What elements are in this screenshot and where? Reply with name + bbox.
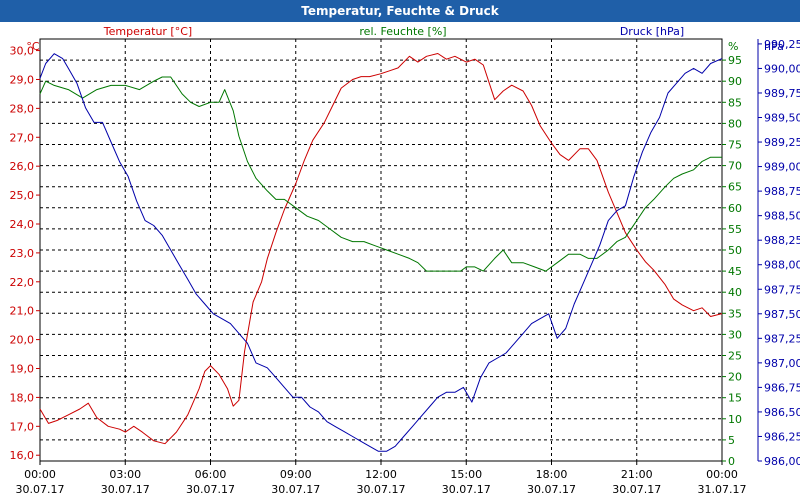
pressure-tick-label: 986,50 [764,406,800,419]
x-tick-label-date: 30.07.17 [16,483,65,496]
x-tick-label-date: 30.07.17 [612,483,661,496]
temperature-line [39,53,723,445]
x-tick-label-date: 30.07.17 [271,483,320,496]
pressure-tick-label: 987,50 [764,308,800,321]
pressure-tick-label: 989,75 [764,87,800,100]
x-tick-label-date: 31.07.17 [698,483,747,496]
humidity-tick-label: 75 [728,139,742,152]
x-tick-label-time: 18:00 [536,468,568,481]
grid [39,38,723,462]
pressure-tick-label: 987,75 [764,283,800,296]
x-tick-label-time: 00:00 [706,468,738,481]
humidity-tick-label: 60 [728,202,742,215]
x-tick-label-time: 03:00 [109,468,141,481]
chart-title: Temperatur, Feuchte & Druck [0,0,800,22]
humidity-tick-label: 15 [728,392,742,405]
x-tick-label-time: 06:00 [195,468,227,481]
humidity-tick-label: 40 [728,286,742,299]
temp-tick-label: 16,0 [10,449,35,462]
pressure-tick-label: 986,75 [764,381,800,394]
humidity-tick-label: 25 [728,350,742,363]
humidity-tick-label: 55 [728,223,742,236]
temp-tick-label: 20,0 [10,334,35,347]
humidity-line [39,76,722,272]
temp-unit: °C [26,40,40,53]
temp-tick-label: 29,0 [10,73,35,86]
temp-tick-label: 22,0 [10,276,35,289]
temp-tick-label: 18,0 [10,391,35,404]
temp-tick-label: 23,0 [10,247,35,260]
pressure-unit: hPa [764,40,784,53]
pressure-tick-label: 988,25 [764,234,800,247]
pressure-tick-label: 987,25 [764,332,800,345]
humidity-tick-label: 0 [728,455,735,468]
humidity-tick-label: 85 [728,96,742,109]
humidity-tick-label: 80 [728,117,742,130]
temp-axis-label: Temperatur [°C] [103,25,192,38]
temp-tick-label: 27,0 [10,131,35,144]
pressure-tick-label: 990,00 [764,62,800,75]
x-tick-label-time: 21:00 [621,468,653,481]
humidity-axis-label: rel. Feuchte [%] [359,25,446,38]
x-tick-label-date: 30.07.17 [101,483,150,496]
x-tick-label-time: 00:00 [24,468,56,481]
humidity-tick-label: 45 [728,265,742,278]
x-tick-label-time: 12:00 [365,468,397,481]
pressure-axis-label: Druck [hPa] [620,25,684,38]
temp-tick-label: 19,0 [10,363,35,376]
humidity-unit: % [728,40,738,53]
pressure-tick-label: 988,00 [764,259,800,272]
temp-tick-label: 17,0 [10,420,35,433]
pressure-tick-label: 986,00 [764,455,800,468]
humidity-tick-label: 50 [728,244,742,257]
pressure-tick-label: 988,50 [764,210,800,223]
x-tick-label-date: 30.07.17 [527,483,576,496]
temp-tick-label: 30,0 [10,45,35,58]
humidity-tick-label: 20 [728,371,742,384]
pressure-line [39,53,723,452]
temp-tick-label: 26,0 [10,160,35,173]
pressure-tick-label: 987,00 [764,357,800,370]
temp-tick-label: 24,0 [10,218,35,231]
x-tick-label-time: 15:00 [450,468,482,481]
x-tick-label-time: 09:00 [280,468,312,481]
pressure-tick-label: 988,75 [764,185,800,198]
temp-tick-label: 25,0 [10,189,35,202]
pressure-tick-label: 989,25 [764,136,800,149]
pressure-tick-label: 989,00 [764,161,800,174]
x-tick-label-date: 30.07.17 [186,483,235,496]
humidity-tick-label: 90 [728,75,742,88]
humidity-tick-label: 5 [728,434,735,447]
humidity-tick-label: 30 [728,328,742,341]
pressure-tick-label: 986,25 [764,430,800,443]
humidity-tick-label: 95 [728,54,742,67]
x-tick-label-date: 30.07.17 [442,483,491,496]
humidity-tick-label: 65 [728,181,742,194]
pressure-tick-label: 990,25 [764,38,800,51]
humidity-tick-label: 10 [728,413,742,426]
chart: °C Temperatur [°C]% rel. Feuchte [%] hPa Dru… [10,25,800,496]
x-tick-label-date: 30.07.17 [357,483,406,496]
temp-tick-label: 21,0 [10,305,35,318]
temp-tick-label: 28,0 [10,102,35,115]
humidity-tick-label: 70 [728,160,742,173]
humidity-tick-label: 35 [728,307,742,320]
pressure-tick-label: 989,50 [764,112,800,125]
